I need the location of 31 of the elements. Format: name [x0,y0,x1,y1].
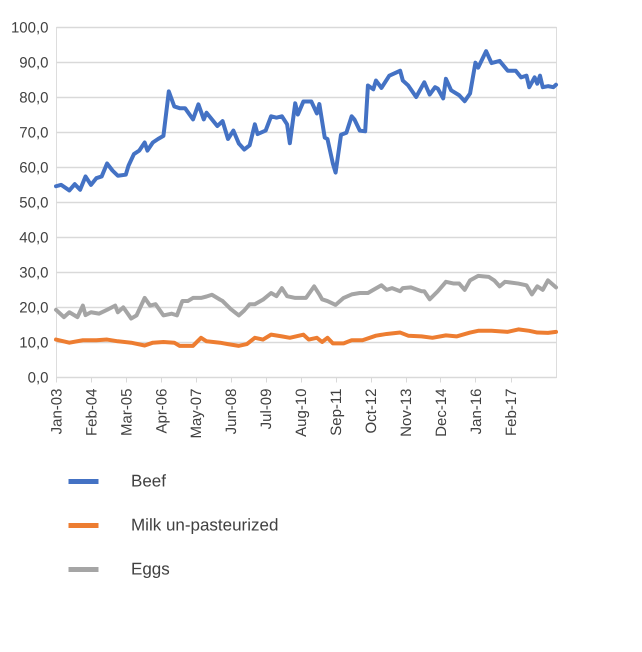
x-tick-label: Jun-08 [223,388,240,434]
legend-label: Milk un-pasteurized [131,516,278,534]
legend-label: Beef [131,472,166,490]
x-tick-label: Jan-03 [48,388,66,434]
x-tick-label: Mar-05 [118,388,136,436]
x-tick-label: Aug-10 [293,388,310,437]
y-tick-label: 70,0 [19,124,48,142]
y-tick-label: 100,0 [10,20,48,36]
x-tick-label: Feb-04 [83,388,100,436]
x-tick-label: Sep-11 [328,388,346,436]
y-tick-label: 50,0 [19,194,48,212]
y-tick-label: 30,0 [19,264,48,282]
y-tick-label: 80,0 [19,90,48,106]
x-tick-label: Jan-16 [468,388,485,434]
y-tick-label: 90,0 [19,54,48,72]
legend-label: Eggs [131,560,170,578]
y-tick-label: 20,0 [19,300,48,316]
x-tick-label: Apr-06 [153,388,170,434]
line-series [54,327,558,348]
y-tick-label: 0,0 [28,370,48,386]
x-tick-label: Oct-12 [363,388,380,434]
line-series [54,274,558,321]
line-series [54,49,558,192]
x-tick-label: Nov-13 [398,388,416,437]
y-tick-label: 10,0 [19,334,48,352]
x-tick-label: May-07 [188,388,206,439]
y-tick-label: 60,0 [19,160,48,176]
x-tick-label: Feb-17 [503,388,520,436]
x-tick-label: Jul-09 [258,388,276,430]
x-tick-label: Dec-14 [432,388,450,437]
y-tick-label: 40,0 [19,230,48,246]
